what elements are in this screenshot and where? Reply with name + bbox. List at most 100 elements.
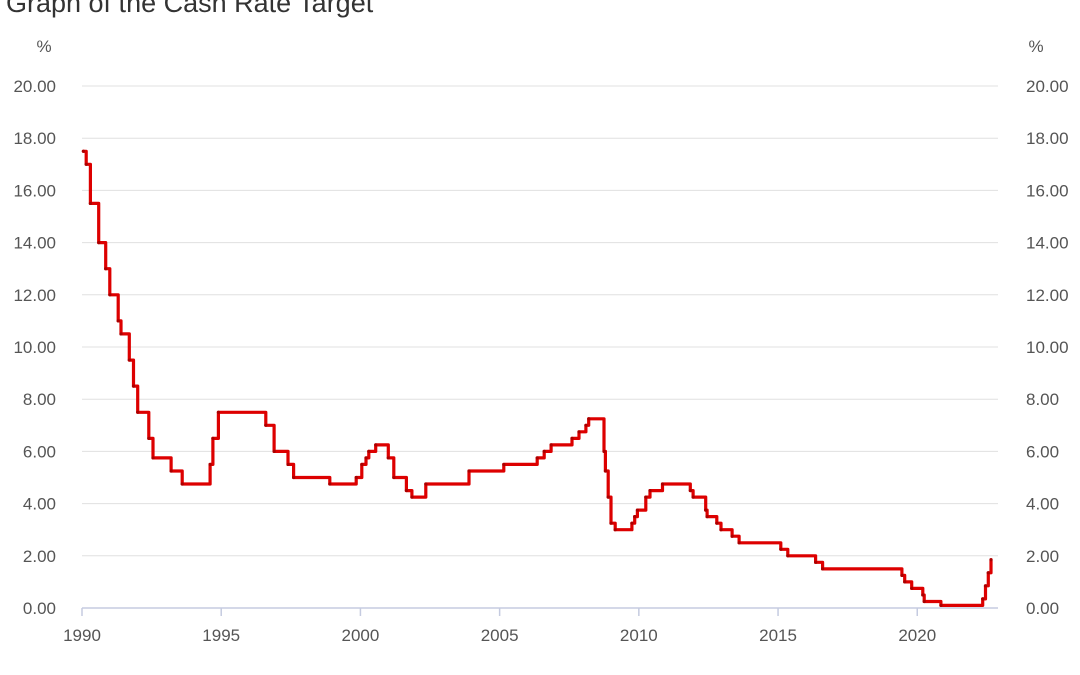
x-tick-label: 1995 (202, 626, 240, 645)
data-point (119, 332, 123, 336)
data-point (374, 443, 378, 447)
axis-labels: % % 0.00 0.00 2.00 2.00 4.00 4.00 6.00 6.00 8.00… (13, 37, 1068, 645)
data-point (613, 528, 617, 532)
y-tick-label-left: 8.00 (23, 390, 56, 409)
data-point (136, 410, 140, 414)
data-point (131, 384, 136, 388)
y-tick-label-right: 14.00 (1026, 234, 1069, 253)
data-point (570, 436, 574, 440)
y-tick-label-right: 10.00 (1026, 338, 1069, 357)
grid-lines (82, 85, 998, 557)
x-tick-label: 2015 (759, 626, 797, 645)
data-point (704, 508, 708, 512)
data-point (648, 488, 652, 493)
data-point (404, 488, 408, 493)
data-point (286, 462, 290, 467)
data-point (328, 482, 332, 486)
data-point (644, 495, 648, 499)
data-point (633, 515, 637, 519)
data-point (88, 201, 92, 206)
data-point (81, 149, 85, 153)
y-tick-label-right: 12.00 (1026, 286, 1069, 305)
y-tick-label-right: 6.00 (1026, 442, 1059, 461)
y-tick-label-left: 0.00 (23, 599, 56, 618)
y-tick-label-left: 10.00 (13, 338, 56, 357)
data-point (424, 482, 428, 486)
y-axis-unit-right: % (1028, 37, 1043, 56)
y-tick-label-right: 8.00 (1026, 390, 1059, 409)
y-tick-label-left: 14.00 (13, 234, 56, 253)
data-point (386, 456, 390, 460)
data-point (360, 462, 364, 467)
x-tick-label: 2020 (898, 626, 936, 645)
data-point (602, 449, 606, 453)
data-point (549, 443, 553, 447)
x-tick-label: 2010 (620, 626, 658, 645)
y-tick-label-right: 20.00 (1026, 77, 1069, 96)
x-tick-label: 1990 (63, 626, 101, 645)
data-point (939, 603, 943, 607)
data-point (688, 488, 692, 493)
data-point (272, 449, 276, 453)
data-point (364, 456, 368, 460)
data-point (983, 584, 988, 588)
data-point (691, 495, 695, 499)
y-tick-label-left: 12.00 (13, 286, 56, 305)
data-point (180, 482, 184, 486)
data-point (903, 580, 907, 584)
data-point (986, 571, 990, 575)
y-tick-label-right: 18.00 (1026, 129, 1069, 148)
y-tick-label-left: 2.00 (23, 547, 56, 566)
data-point (705, 515, 709, 519)
data-point (535, 456, 539, 460)
y-tick-label-left: 20.00 (13, 77, 56, 96)
y-tick-label-right: 0.00 (1026, 599, 1059, 618)
data-point (606, 495, 610, 499)
data-point (502, 462, 506, 467)
data-point (779, 547, 783, 551)
y-axis-unit-left: % (36, 37, 51, 56)
data-point (116, 319, 120, 323)
data-point (410, 495, 414, 499)
data-point (900, 573, 904, 577)
data-point (291, 475, 296, 480)
y-tick-label-left: 16.00 (13, 181, 56, 200)
cash-rate-line (81, 149, 993, 607)
data-point (104, 267, 108, 271)
data-point (922, 599, 926, 604)
series-layer (81, 149, 993, 607)
data-point (814, 560, 818, 564)
data-point (208, 462, 212, 467)
data-point (108, 293, 112, 297)
data-point (820, 567, 825, 571)
data-point (542, 449, 546, 453)
data-point (719, 528, 723, 532)
data-point (786, 554, 790, 558)
data-point (367, 449, 371, 453)
data-point (127, 358, 131, 362)
data-point (730, 534, 734, 538)
data-point (587, 417, 591, 421)
data-point (392, 475, 396, 480)
chart-title: Graph of the Cash Rate Target (6, 0, 374, 18)
data-point (264, 423, 268, 427)
y-tick-label-right: 16.00 (1026, 181, 1069, 200)
data-point (635, 508, 640, 512)
data-point (216, 410, 221, 414)
data-point (981, 597, 985, 601)
data-point (609, 521, 613, 525)
y-tick-label-left: 18.00 (13, 129, 56, 148)
y-tick-label-left: 4.00 (23, 495, 56, 514)
x-axis (81, 607, 998, 616)
x-tick-label: 2000 (342, 626, 380, 645)
data-point (737, 541, 741, 545)
data-point (989, 558, 993, 562)
data-point (584, 423, 588, 427)
data-point (660, 482, 665, 486)
data-point (84, 162, 88, 166)
data-point (97, 241, 101, 245)
data-point (630, 521, 634, 525)
data-point (467, 469, 471, 473)
y-tick-label-right: 4.00 (1026, 495, 1059, 514)
data-point (921, 593, 925, 597)
